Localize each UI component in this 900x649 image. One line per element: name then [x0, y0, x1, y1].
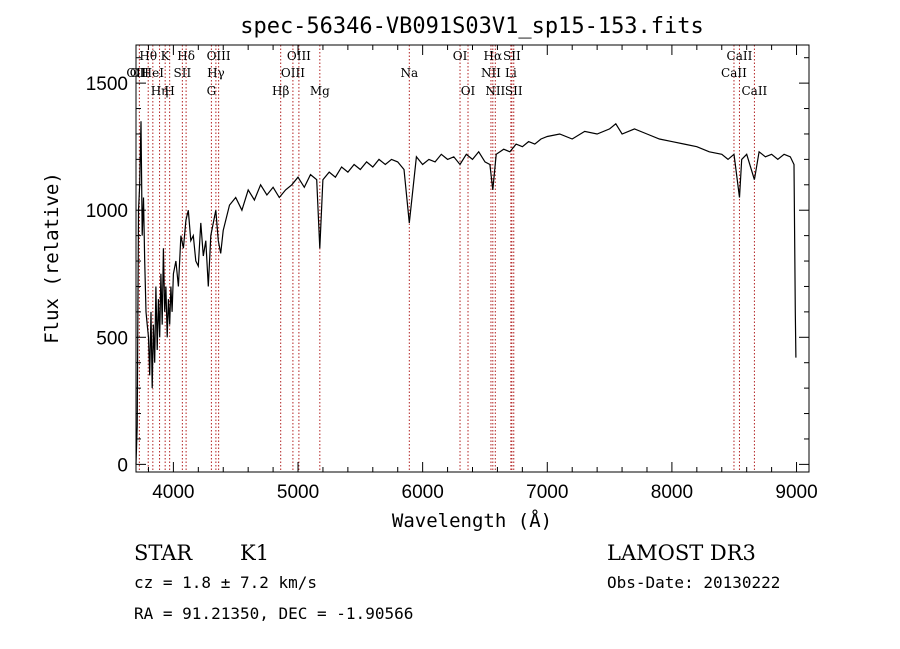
spectral-line-label-16: Na: [400, 66, 418, 80]
spectral-line-label-11: OIII: [207, 49, 231, 63]
spectral-line-label-22: Li: [505, 66, 517, 80]
spectral-line-label-3: HeI: [142, 66, 165, 80]
spectral-line-label-8: Hδ: [177, 49, 195, 63]
y-axis-ticks: 0 500 1000 1500: [86, 57, 809, 476]
spectral-line-label-15: Mg: [310, 84, 330, 98]
y-tick-label-0: 0: [117, 455, 128, 476]
coordinates: RA = 91.21350, DEC = -1.90566: [134, 604, 413, 623]
spectral-line-label-2: Hθ: [139, 49, 157, 63]
chart-title: spec-56346-VB091S03V1_sp15-153.fits: [240, 14, 704, 39]
spectral-line-label-27: CaII: [741, 84, 767, 98]
spectral-line-label-20: Hα: [484, 49, 503, 63]
y-axis-label: Flux (relative): [41, 172, 63, 344]
x-tick-label-0: 4000: [152, 482, 194, 503]
spectral-line-label-9: G: [207, 84, 217, 98]
spectral-line-label-23: SII: [503, 49, 521, 63]
spectrum-series-line: [135, 121, 797, 465]
y-tick-label-3: 1500: [86, 74, 128, 95]
x-tick-label-3: 7000: [526, 482, 568, 503]
x-tick-label-2: 6000: [402, 482, 444, 503]
x-axis-ticks: 4000 5000 6000 7000 8000 9000: [147, 45, 818, 503]
spectral-line-label-14: OIII: [287, 49, 311, 63]
spectral-line-label-4: Hη: [151, 84, 169, 98]
spectral-line-label-19: NII: [481, 66, 501, 80]
object-subclass: K1: [240, 541, 269, 565]
spectral-line-label-10: Hγ: [207, 66, 225, 80]
y-tick-label-1: 500: [96, 328, 128, 349]
spectral-line-labels: OIIOIIHθHeIHηKHSIIHδGHγOIIIHβOIIIOIIIMgN…: [126, 49, 767, 98]
spectral-line-label-21: NII: [485, 84, 505, 98]
x-tick-label-1: 5000: [277, 482, 319, 503]
spectral-line-label-25: CaII: [721, 66, 747, 80]
redshift-cz: cz = 1.8 ± 7.2 km/s: [134, 573, 317, 592]
spectral-line-label-24: SII: [505, 84, 523, 98]
y-tick-label-2: 1000: [86, 201, 128, 222]
spectral-line-label-18: OI: [461, 84, 476, 98]
x-tick-label-5: 9000: [775, 482, 817, 503]
spectral-line-label-1: OII: [130, 66, 150, 80]
observation-date: Obs-Date: 20130222: [607, 573, 780, 592]
spectral-line-label-5: K: [161, 49, 171, 63]
object-class: STAR: [134, 541, 193, 565]
spectral-line-label-26: CaII: [727, 49, 753, 63]
survey-name: LAMOST DR3: [607, 541, 756, 565]
spectral-line-label-6: H: [164, 84, 174, 98]
x-tick-label-4: 8000: [651, 482, 693, 503]
spectral-line-label-13: OIII: [281, 66, 305, 80]
spectral-line-label-12: Hβ: [272, 84, 289, 98]
spectral-line-label-17: OI: [453, 49, 468, 63]
spectral-line-markers: [135, 45, 755, 472]
x-axis-label: Wavelength (Å): [392, 509, 552, 532]
spectral-line-label-7: SII: [174, 66, 192, 80]
plot-frame: [135, 44, 810, 473]
